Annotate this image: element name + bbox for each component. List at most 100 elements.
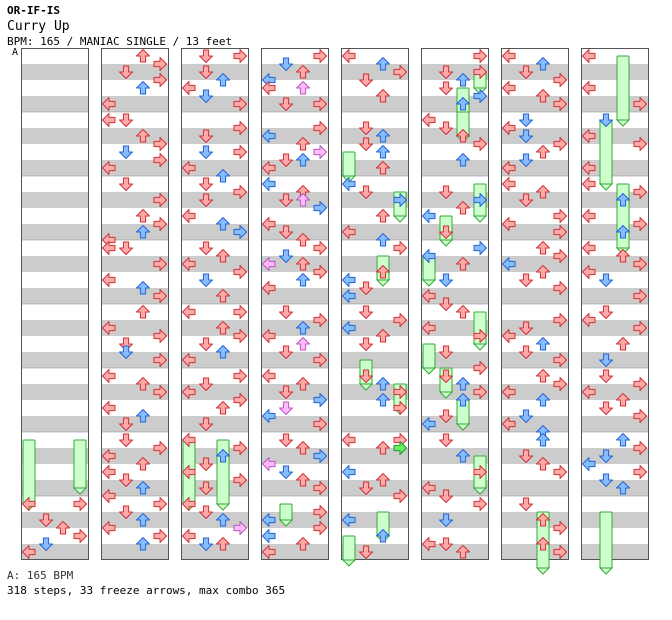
- step-arrow-up-icon: [376, 209, 390, 223]
- step-arrow-down-icon: [199, 537, 213, 551]
- step-arrow-up-icon: [536, 513, 550, 527]
- step-arrow-down-icon: [279, 401, 293, 415]
- beat-stripe: [421, 320, 489, 336]
- step-arrow-left-icon: [262, 409, 276, 423]
- step-arrow-down-icon: [199, 481, 213, 495]
- step-arrow-left-icon: [22, 497, 36, 511]
- step-arrow-right-icon: [473, 329, 487, 343]
- beat-stripe: [21, 96, 89, 112]
- step-arrow-down-icon: [439, 513, 453, 527]
- beat-stripe: [101, 448, 169, 464]
- step-arrow-down-icon: [199, 49, 213, 63]
- step-arrow-down-icon: [39, 513, 53, 527]
- beat-stripe: [501, 192, 569, 208]
- step-arrow-down-icon: [199, 193, 213, 207]
- beat-stripe: [101, 352, 169, 368]
- step-arrow-down-icon: [199, 337, 213, 351]
- step-arrow-right-icon: [233, 225, 247, 239]
- beat-stripe: [501, 96, 569, 112]
- step-arrow-right-icon: [393, 313, 407, 327]
- step-arrow-down-icon: [439, 409, 453, 423]
- step-arrow-right-icon: [553, 377, 567, 391]
- beat-stripe: [261, 384, 329, 400]
- beat-stripe: [181, 224, 249, 240]
- step-arrow-left-icon: [502, 49, 516, 63]
- step-arrow-up-icon: [136, 481, 150, 495]
- freeze-arrow-tail: [421, 367, 437, 375]
- column-frame: [421, 48, 489, 560]
- step-arrow-down-icon: [439, 225, 453, 239]
- step-arrow-up-icon: [536, 241, 550, 255]
- step-arrow-right-icon: [473, 89, 487, 103]
- beat-stripe: [101, 288, 169, 304]
- step-arrow-left-icon: [262, 545, 276, 559]
- step-arrow-up-icon: [536, 393, 550, 407]
- beat-stripe: [421, 480, 489, 496]
- step-arrow-up-icon: [536, 457, 550, 471]
- step-arrow-right-icon: [473, 385, 487, 399]
- step-arrow-down-icon: [279, 249, 293, 263]
- step-arrow-left-icon: [342, 177, 356, 191]
- step-arrow-up-icon: [536, 185, 550, 199]
- step-arrow-down-icon: [599, 473, 613, 487]
- step-arrow-down-icon: [279, 97, 293, 111]
- freeze-arrow-tail: [615, 119, 631, 127]
- beat-stripe: [181, 256, 249, 272]
- freeze-arrow-tail: [598, 567, 614, 575]
- beat-stripe: [341, 224, 409, 240]
- beat-stripe: [21, 320, 89, 336]
- step-arrow-down-icon: [119, 241, 133, 255]
- step-arrow-left-icon: [262, 177, 276, 191]
- step-arrow-up-icon: [136, 281, 150, 295]
- beat-stripe: [21, 512, 89, 528]
- freeze-arrow-body: [279, 503, 293, 521]
- step-arrow-down-icon: [279, 465, 293, 479]
- step-arrow-down-icon: [439, 369, 453, 383]
- step-arrow-left-icon: [182, 257, 196, 271]
- step-arrow-right-icon: [553, 137, 567, 151]
- beat-stripe: [101, 192, 169, 208]
- step-arrow-left-icon: [582, 457, 596, 471]
- step-arrow-up-icon: [616, 393, 630, 407]
- beat-stripe: [261, 224, 329, 240]
- beat-stripe: [341, 320, 409, 336]
- step-arrow-down-icon: [359, 545, 373, 559]
- measure-column-5: [341, 48, 409, 560]
- step-arrow-down-icon: [599, 369, 613, 383]
- step-arrow-right-icon: [553, 281, 567, 295]
- step-arrow-left-icon: [422, 417, 436, 431]
- step-arrow-down-icon: [39, 537, 53, 551]
- step-arrow-up-icon: [376, 529, 390, 543]
- step-arrow-up-icon: [136, 513, 150, 527]
- beat-stripe: [341, 96, 409, 112]
- step-arrow-down-icon: [519, 449, 533, 463]
- freeze-arrow-tail: [472, 487, 488, 495]
- beat-stripe: [21, 544, 89, 560]
- beat-stripe: [501, 448, 569, 464]
- song-artist: OR-IF-IS: [7, 4, 60, 17]
- step-arrow-down-icon: [199, 377, 213, 391]
- beat-stripe: [501, 160, 569, 176]
- step-arrow-down-icon: [119, 433, 133, 447]
- step-arrow-right-icon: [233, 521, 247, 535]
- beat-stripe: [181, 448, 249, 464]
- step-arrow-right-icon: [633, 321, 647, 335]
- step-arrow-up-icon: [216, 169, 230, 183]
- beat-stripe: [261, 256, 329, 272]
- freeze-arrow-tail: [392, 215, 408, 223]
- beat-stripe: [181, 544, 249, 560]
- step-arrow-down-icon: [439, 297, 453, 311]
- measure-column-7: [501, 48, 569, 560]
- step-arrow-down-icon: [519, 129, 533, 143]
- step-arrow-right-icon: [233, 185, 247, 199]
- step-arrow-down-icon: [359, 281, 373, 295]
- step-arrow-left-icon: [582, 177, 596, 191]
- step-arrow-left-icon: [422, 321, 436, 335]
- step-arrow-up-icon: [136, 377, 150, 391]
- measure-column-6: [421, 48, 489, 560]
- step-arrow-left-icon: [422, 481, 436, 495]
- step-arrow-down-icon: [599, 449, 613, 463]
- step-arrow-up-icon: [536, 145, 550, 159]
- step-arrow-up-icon: [216, 289, 230, 303]
- step-arrow-left-icon: [182, 529, 196, 543]
